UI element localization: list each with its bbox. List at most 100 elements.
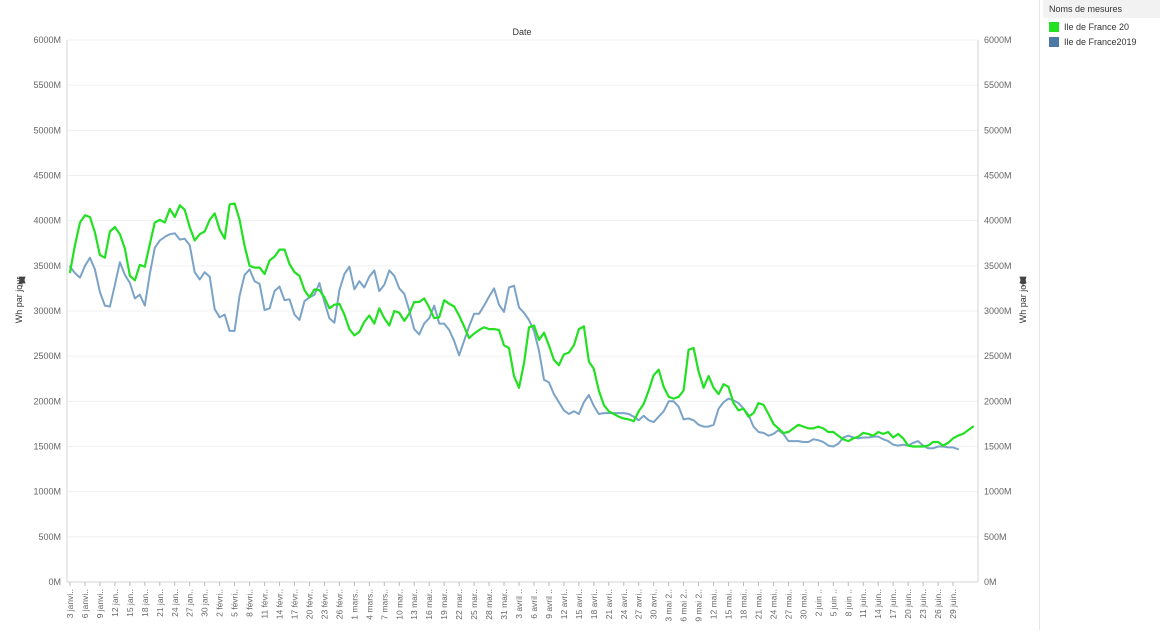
y-tick-label-left: 3500M xyxy=(33,261,61,271)
x-tick-label: 20 févr.. xyxy=(304,589,314,619)
x-tick-label: 15 mai.. xyxy=(724,589,734,619)
x-tick-label: 26 févr.. xyxy=(334,589,344,619)
legend-swatch-blue xyxy=(1049,36,1059,47)
x-tick-label: 25 mar.. xyxy=(469,589,479,620)
legend-item-ile-de-france-20[interactable]: Ile de France 20 xyxy=(1043,20,1160,33)
line-chart[interactable]: Date 0M 500M 1000M 1500M 2000M 2500M 3000M 3500… xyxy=(0,0,1040,630)
y-tick-label-right: 1000M xyxy=(984,487,1012,497)
x-tick-label: 20 juin.. xyxy=(903,589,913,619)
y-tick-label-right: 3000M xyxy=(984,306,1012,316)
series-lines xyxy=(68,202,975,451)
x-tick-label: 11 juin.. xyxy=(858,589,868,618)
x-tick-label: 6 janvi.. xyxy=(80,589,90,618)
x-tick-label: 31 mar.. xyxy=(499,589,509,620)
x-tick-label: 11 févr.. xyxy=(260,589,270,619)
x-tick-label: 15 avri.. xyxy=(574,589,584,619)
y-tick-label-left: 5000M xyxy=(33,125,61,135)
x-axis: 3 janvi.. 6 janvi.. 9 janvi.. 12 jan.. 15 ja… xyxy=(65,582,958,622)
x-tick-label: 21 avri.. xyxy=(604,589,614,619)
y-axis-title-right-text: Wh par jour xyxy=(1018,277,1028,324)
y-tick-label-right: 4500M xyxy=(984,171,1012,181)
x-tick-label: 6 mai 2.. xyxy=(679,589,689,622)
x-tick-label: 9 janvi.. xyxy=(95,589,105,618)
x-tick-label: 18 jan.. xyxy=(140,589,150,617)
y-tick-label-left: 1000M xyxy=(33,487,61,497)
y-tick-label-left: 5500M xyxy=(33,80,61,90)
x-tick-label: 29 juin.. xyxy=(948,589,958,619)
y-tick-label-left: 1500M xyxy=(33,442,61,452)
y-axis-title-left: Wh par jour xyxy=(14,277,24,324)
series-line-ile-de-france-2019[interactable] xyxy=(69,232,959,451)
x-tick-label: 2 juin .. xyxy=(813,589,823,616)
legend-panel: Noms de mesures Ile de France 20 Ile de … xyxy=(1043,0,1160,630)
y-tick-label-right: 0M xyxy=(984,577,997,587)
y-tick-label-right: 5000M xyxy=(984,125,1012,135)
x-tick-label: 27 jan.. xyxy=(185,589,195,617)
x-tick-label: 24 avri.. xyxy=(619,589,629,619)
y-tick-label-right: 5500M xyxy=(984,80,1012,90)
x-tick-label: 3 avril .. xyxy=(514,589,524,619)
x-tick-label: 14 juin.. xyxy=(873,589,883,619)
y-tick-label-left: 4500M xyxy=(33,171,61,181)
x-tick-label: 21 jan.. xyxy=(155,589,165,617)
y-axis-right: 0M 500M 1000M 1500M 2000M 2500M 3000M 3500M 4000… xyxy=(984,35,1012,587)
x-tick-label: 6 avril .. xyxy=(529,589,539,619)
x-tick-label: 15 jan.. xyxy=(125,589,135,617)
x-tick-label: 9 avril .. xyxy=(544,589,554,619)
y-axis-left: 0M 500M 1000M 1500M 2000M 2500M 3000M 3500M 4000… xyxy=(33,35,61,587)
x-tick-label: 3 janvi.. xyxy=(65,589,75,618)
y-tick-label-right: 3500M xyxy=(984,261,1012,271)
x-tick-label: 23 févr.. xyxy=(319,589,329,619)
x-tick-label: 9 mai 2.. xyxy=(694,589,704,622)
series-line-ile-de-france-20[interactable] xyxy=(68,202,975,448)
gridlines xyxy=(66,39,979,583)
x-tick-label: 12 mai.. xyxy=(709,589,719,619)
x-tick-label: 8 févri.. xyxy=(245,589,255,617)
y-tick-label-left: 2000M xyxy=(33,396,61,406)
pin-icon-right[interactable] xyxy=(1019,276,1027,287)
y-tick-label-right: 2000M xyxy=(984,396,1012,406)
x-tick-label: 17 juin.. xyxy=(888,589,898,619)
y-tick-label-left: 4000M xyxy=(33,216,61,226)
y-tick-label-left: 6000M xyxy=(33,35,61,45)
x-tick-label: 21 mai.. xyxy=(753,589,763,619)
x-tick-label: 5 juin .. xyxy=(828,589,838,616)
x-tick-label: 12 avri.. xyxy=(559,589,569,619)
x-tick-label: 1 mars.. xyxy=(349,589,359,620)
y-axis-title-left-text: Wh par jour xyxy=(14,277,24,324)
x-tick-label: 7 mars.. xyxy=(379,589,389,620)
y-tick-label-left: 500M xyxy=(38,532,61,542)
x-tick-label: 2 févri.. xyxy=(215,589,225,617)
x-tick-label: 27 mai.. xyxy=(783,589,793,619)
x-axis-header: Date xyxy=(512,27,531,37)
x-tick-label: 18 avri.. xyxy=(589,589,599,619)
x-tick-label: 28 mar.. xyxy=(484,589,494,620)
x-tick-label: 30 mai.. xyxy=(798,589,808,619)
x-tick-label: 10 mar.. xyxy=(394,589,404,620)
x-tick-label: 17 févr.. xyxy=(290,589,300,619)
y-tick-label-left: 3000M xyxy=(33,306,61,316)
x-tick-label: 30 jan.. xyxy=(200,589,210,617)
y-tick-label-right: 2500M xyxy=(984,351,1012,361)
x-tick-label: 8 juin .. xyxy=(843,589,853,616)
legend-title: Noms de mesures xyxy=(1043,0,1160,18)
legend-swatch-green xyxy=(1049,21,1059,32)
x-tick-label: 5 févri.. xyxy=(230,589,240,617)
x-tick-label: 30 avri.. xyxy=(649,589,659,619)
x-tick-label: 4 mars.. xyxy=(364,589,374,620)
x-tick-label: 26 juin.. xyxy=(933,589,943,619)
chart-frame: Date 0M 500M 1000M 1500M 2000M 2500M 3000M 3500… xyxy=(0,0,1040,630)
y-tick-label-left: 0M xyxy=(48,577,61,587)
y-tick-label-right: 500M xyxy=(984,532,1007,542)
y-axis-title-right: Wh par jour xyxy=(1018,277,1028,324)
x-tick-label: 12 jan.. xyxy=(110,589,120,617)
x-tick-label: 24 jan.. xyxy=(170,589,180,617)
pin-icon-left[interactable] xyxy=(18,276,26,287)
x-tick-label: 18 mai.. xyxy=(739,589,749,619)
legend-item-ile-de-france-2019[interactable]: Ile de France2019 xyxy=(1043,35,1160,48)
x-tick-label: 27 avri.. xyxy=(634,589,644,619)
legend-label: Ile de France2019 xyxy=(1064,36,1137,47)
y-tick-label-right: 6000M xyxy=(984,35,1012,45)
x-tick-label: 19 mar.. xyxy=(439,589,449,620)
x-tick-label: 13 mar.. xyxy=(409,589,419,620)
